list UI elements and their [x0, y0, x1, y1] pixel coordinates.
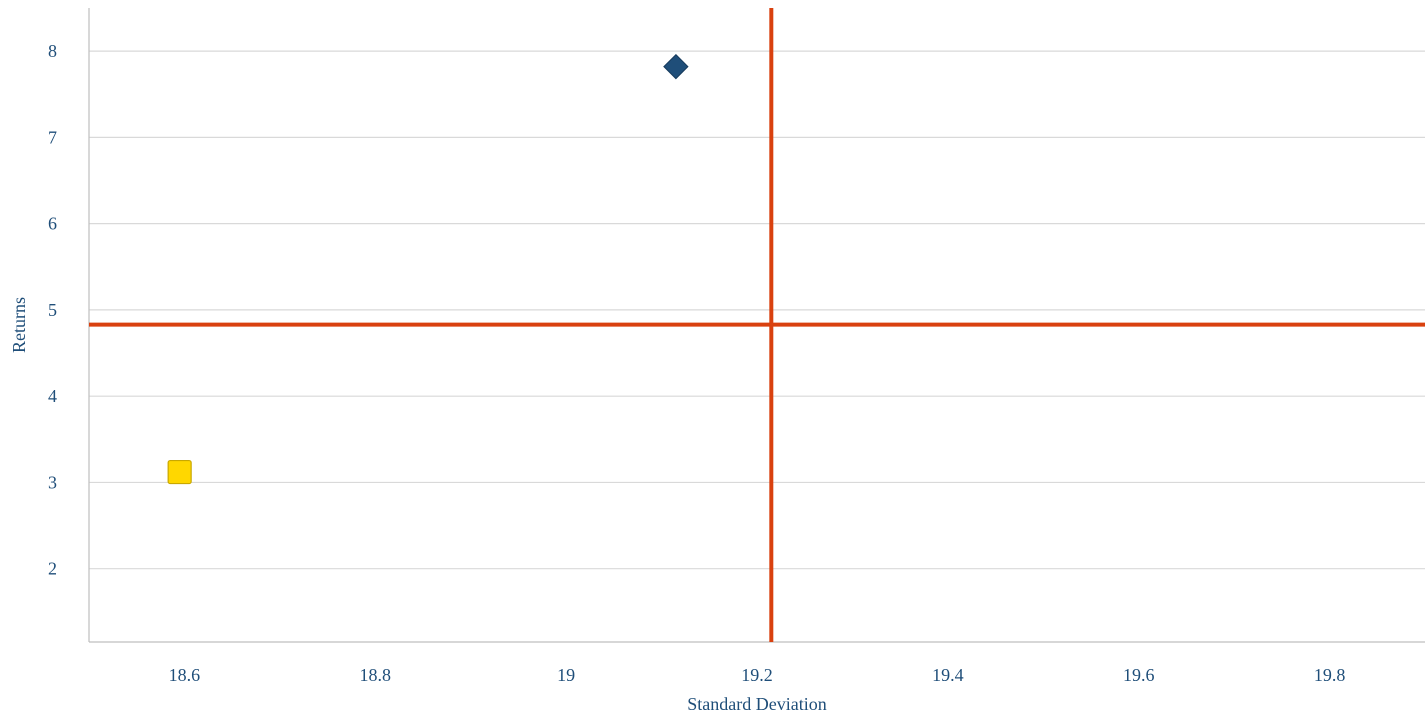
- y-axis-title: Returns: [9, 297, 29, 353]
- x-tick-label: 19.8: [1314, 665, 1346, 685]
- x-tick-labels: 18.6 18.8 19 19.2 19.4 19.6 19.8: [169, 665, 1346, 685]
- square-marker: [167, 459, 192, 485]
- y-tick-labels: 2 3 4 5 6 7 8: [48, 41, 57, 579]
- x-tick-label: 18.6: [169, 665, 201, 685]
- y-tick-label: 5: [48, 300, 57, 320]
- x-tick-label: 19.4: [932, 665, 964, 685]
- x-tick-label: 19: [557, 665, 575, 685]
- y-tick-label: 3: [48, 472, 57, 492]
- y-tick-label: 7: [48, 127, 57, 147]
- y-tick-label: 2: [48, 559, 57, 579]
- x-axis-title: Standard Deviation: [687, 694, 826, 714]
- data-points: [167, 53, 689, 485]
- y-tick-label: 6: [48, 214, 57, 234]
- x-tick-label: 18.8: [360, 665, 392, 685]
- x-tick-label: 19.6: [1123, 665, 1155, 685]
- reference-lines: [89, 8, 1425, 642]
- y-tick-label: 8: [48, 41, 57, 61]
- x-tick-label: 19.2: [741, 665, 773, 685]
- y-tick-label: 4: [48, 386, 57, 406]
- gridlines: [89, 50, 1425, 570]
- diamond-marker: [663, 53, 689, 80]
